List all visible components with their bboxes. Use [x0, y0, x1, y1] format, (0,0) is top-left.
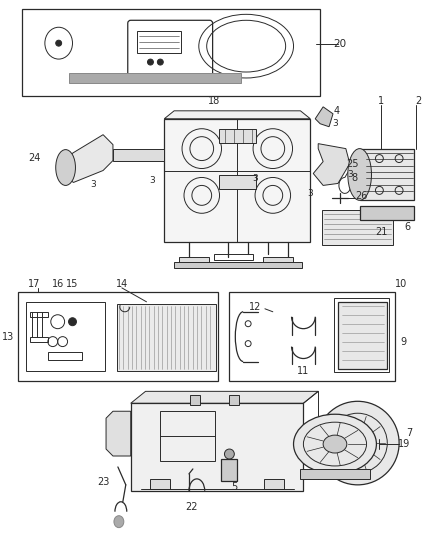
- Bar: [69, 73, 241, 83]
- Text: 1: 1: [378, 96, 385, 106]
- Bar: [230, 395, 239, 405]
- Bar: [22, 10, 320, 96]
- Text: 22: 22: [186, 502, 198, 512]
- Ellipse shape: [69, 318, 77, 326]
- Bar: [30, 337, 48, 342]
- Text: 2: 2: [416, 96, 422, 106]
- Ellipse shape: [348, 149, 371, 200]
- Bar: [322, 211, 393, 245]
- Text: 11: 11: [297, 367, 310, 376]
- Ellipse shape: [157, 59, 163, 65]
- Text: 12: 12: [249, 302, 261, 312]
- Ellipse shape: [56, 40, 62, 46]
- Text: 16: 16: [52, 279, 64, 289]
- Polygon shape: [106, 411, 131, 456]
- Text: 3: 3: [90, 180, 96, 189]
- Polygon shape: [313, 144, 350, 185]
- Bar: [151, 479, 170, 489]
- Text: 21: 21: [375, 227, 388, 237]
- Bar: [219, 175, 256, 189]
- Text: 19: 19: [398, 439, 410, 449]
- Bar: [334, 298, 389, 373]
- Text: 17: 17: [28, 279, 40, 289]
- Ellipse shape: [348, 433, 367, 453]
- Bar: [230, 292, 395, 382]
- Bar: [338, 302, 387, 369]
- Bar: [113, 149, 164, 160]
- Text: 26: 26: [355, 191, 368, 201]
- Bar: [18, 292, 218, 382]
- Polygon shape: [59, 135, 113, 182]
- Ellipse shape: [323, 435, 347, 453]
- Bar: [160, 411, 215, 461]
- Bar: [264, 479, 284, 489]
- Text: 23: 23: [97, 477, 109, 487]
- Text: 9: 9: [400, 337, 406, 346]
- Text: 25: 25: [346, 158, 359, 168]
- Text: 15: 15: [66, 279, 79, 289]
- Bar: [117, 304, 215, 372]
- Bar: [300, 469, 370, 479]
- Text: 14: 14: [116, 279, 128, 289]
- Text: 4: 4: [334, 106, 340, 116]
- Polygon shape: [131, 391, 318, 403]
- Bar: [179, 257, 208, 265]
- Text: 3: 3: [149, 176, 155, 185]
- Text: 6: 6: [404, 222, 410, 232]
- Bar: [263, 257, 293, 265]
- Text: 13: 13: [2, 332, 14, 342]
- Bar: [190, 395, 200, 405]
- Bar: [131, 403, 304, 491]
- Text: 18: 18: [208, 96, 220, 106]
- Ellipse shape: [293, 414, 376, 474]
- Ellipse shape: [114, 516, 124, 528]
- Polygon shape: [164, 111, 310, 119]
- Text: 7: 7: [406, 428, 412, 438]
- Bar: [164, 119, 310, 242]
- Text: 24: 24: [28, 152, 40, 163]
- Ellipse shape: [316, 401, 399, 485]
- Text: 8: 8: [352, 173, 358, 183]
- Bar: [26, 302, 105, 372]
- Bar: [360, 149, 414, 200]
- Polygon shape: [315, 107, 333, 127]
- Ellipse shape: [148, 59, 153, 65]
- Ellipse shape: [56, 150, 75, 185]
- Bar: [48, 352, 82, 360]
- Ellipse shape: [224, 449, 234, 459]
- Text: 5: 5: [231, 482, 237, 492]
- Text: 20: 20: [333, 39, 346, 49]
- Text: 3: 3: [347, 170, 353, 179]
- Bar: [360, 206, 414, 220]
- Bar: [219, 129, 256, 143]
- Text: 10: 10: [395, 279, 407, 289]
- Bar: [137, 31, 181, 53]
- Text: 3: 3: [307, 189, 313, 198]
- Bar: [222, 459, 237, 481]
- Bar: [174, 262, 302, 268]
- Bar: [30, 312, 48, 317]
- Bar: [214, 254, 253, 260]
- Text: 3: 3: [252, 174, 258, 183]
- Text: 3: 3: [332, 119, 338, 128]
